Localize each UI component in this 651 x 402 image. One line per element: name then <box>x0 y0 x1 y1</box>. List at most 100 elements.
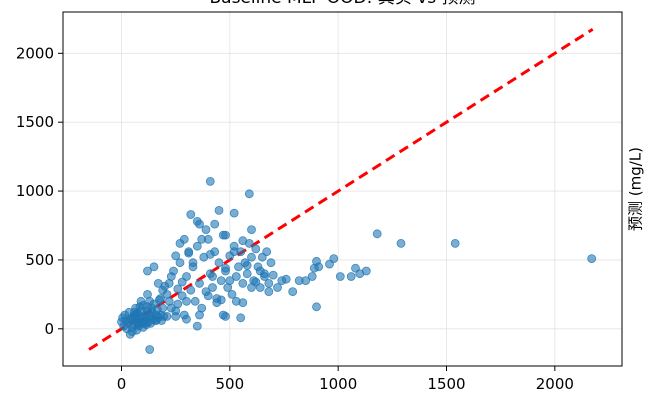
data-point <box>179 234 189 244</box>
data-point <box>188 258 198 268</box>
data-point <box>195 219 204 229</box>
x-tick-label: 1000 <box>319 375 357 393</box>
data-point <box>361 266 371 276</box>
data-point <box>203 291 213 301</box>
data-point <box>208 283 217 292</box>
x-axis-ticks: 0 500 1000 1500 2000 <box>117 366 574 393</box>
data-point <box>145 345 155 354</box>
data-point <box>208 272 217 281</box>
data-point <box>143 266 152 276</box>
data-point <box>221 230 230 240</box>
data-point <box>238 298 248 308</box>
data-point <box>247 252 256 262</box>
data-point <box>227 289 237 299</box>
data-point <box>145 296 155 306</box>
y-tick-label: 2000 <box>16 44 54 62</box>
data-point <box>312 302 321 312</box>
data-point <box>216 276 226 286</box>
data-point <box>268 270 278 280</box>
data-point <box>238 236 248 246</box>
data-points <box>117 176 597 354</box>
data-point <box>229 247 239 257</box>
data-point <box>171 251 181 261</box>
data-point <box>133 320 143 330</box>
data-point <box>307 272 317 281</box>
data-point <box>156 294 165 303</box>
data-point <box>182 296 191 306</box>
data-point <box>242 260 252 270</box>
data-point <box>182 314 191 324</box>
data-point <box>195 278 204 288</box>
data-point <box>214 258 224 268</box>
data-point <box>192 321 202 331</box>
data-point <box>164 296 174 306</box>
data-point <box>229 208 239 218</box>
data-point <box>153 278 163 288</box>
plot-area-frame <box>62 11 623 367</box>
data-point <box>587 254 597 264</box>
data-point <box>177 277 187 287</box>
data-point <box>151 316 161 325</box>
data-point <box>140 318 150 328</box>
x-tick-label: 1500 <box>427 375 465 393</box>
data-point <box>197 234 207 244</box>
data-point <box>195 310 204 320</box>
data-point <box>175 258 185 268</box>
data-point <box>236 313 246 323</box>
data-point <box>201 225 211 235</box>
data-point <box>205 249 215 259</box>
data-point <box>247 225 256 235</box>
data-point <box>173 284 183 294</box>
data-point <box>301 276 311 286</box>
data-point <box>242 269 252 279</box>
data-point <box>266 258 276 268</box>
data-point <box>205 176 215 186</box>
data-point <box>314 262 324 272</box>
data-point <box>190 296 200 306</box>
y-tick-label: 1500 <box>16 113 54 131</box>
data-point <box>264 287 274 297</box>
data-point <box>288 287 298 297</box>
data-point <box>251 244 261 254</box>
data-point <box>260 272 269 281</box>
data-point <box>221 311 230 321</box>
y-tick-label: 1000 <box>16 182 54 200</box>
data-point <box>231 272 241 281</box>
y-tick-label: 0 <box>44 320 54 338</box>
y-axis-ticks: 0 500 1000 1500 2000 <box>16 44 63 338</box>
data-point <box>372 229 382 239</box>
data-point <box>329 254 339 264</box>
data-point <box>221 263 230 273</box>
data-point <box>135 302 145 312</box>
data-point <box>184 248 194 258</box>
data-point <box>131 310 141 320</box>
y-axis-label: 预测 (mg/L) <box>627 147 645 231</box>
data-point <box>346 272 356 281</box>
data-point <box>335 272 345 281</box>
data-point <box>262 247 272 257</box>
data-point <box>158 303 168 313</box>
x-tick-label: 0 <box>117 375 127 393</box>
x-tick-label: 2000 <box>536 375 574 393</box>
data-point <box>210 219 220 229</box>
data-point <box>450 238 460 248</box>
data-point <box>244 189 254 199</box>
data-point <box>225 276 235 286</box>
data-point <box>238 278 248 288</box>
data-point <box>192 241 202 251</box>
chart-title: Baseline MLP OOD: 真实 vs 预测 <box>210 0 476 8</box>
identity-reference-line <box>88 27 594 351</box>
data-point <box>281 274 291 284</box>
data-point <box>216 295 226 305</box>
data-point <box>162 311 172 321</box>
data-point <box>396 238 406 248</box>
grid <box>63 12 622 366</box>
y-tick-label: 500 <box>25 251 54 269</box>
data-point <box>186 285 196 295</box>
data-point <box>171 306 181 316</box>
x-tick-label: 500 <box>216 375 245 393</box>
data-point <box>273 283 282 292</box>
data-point <box>234 262 243 272</box>
data-point <box>214 205 224 215</box>
